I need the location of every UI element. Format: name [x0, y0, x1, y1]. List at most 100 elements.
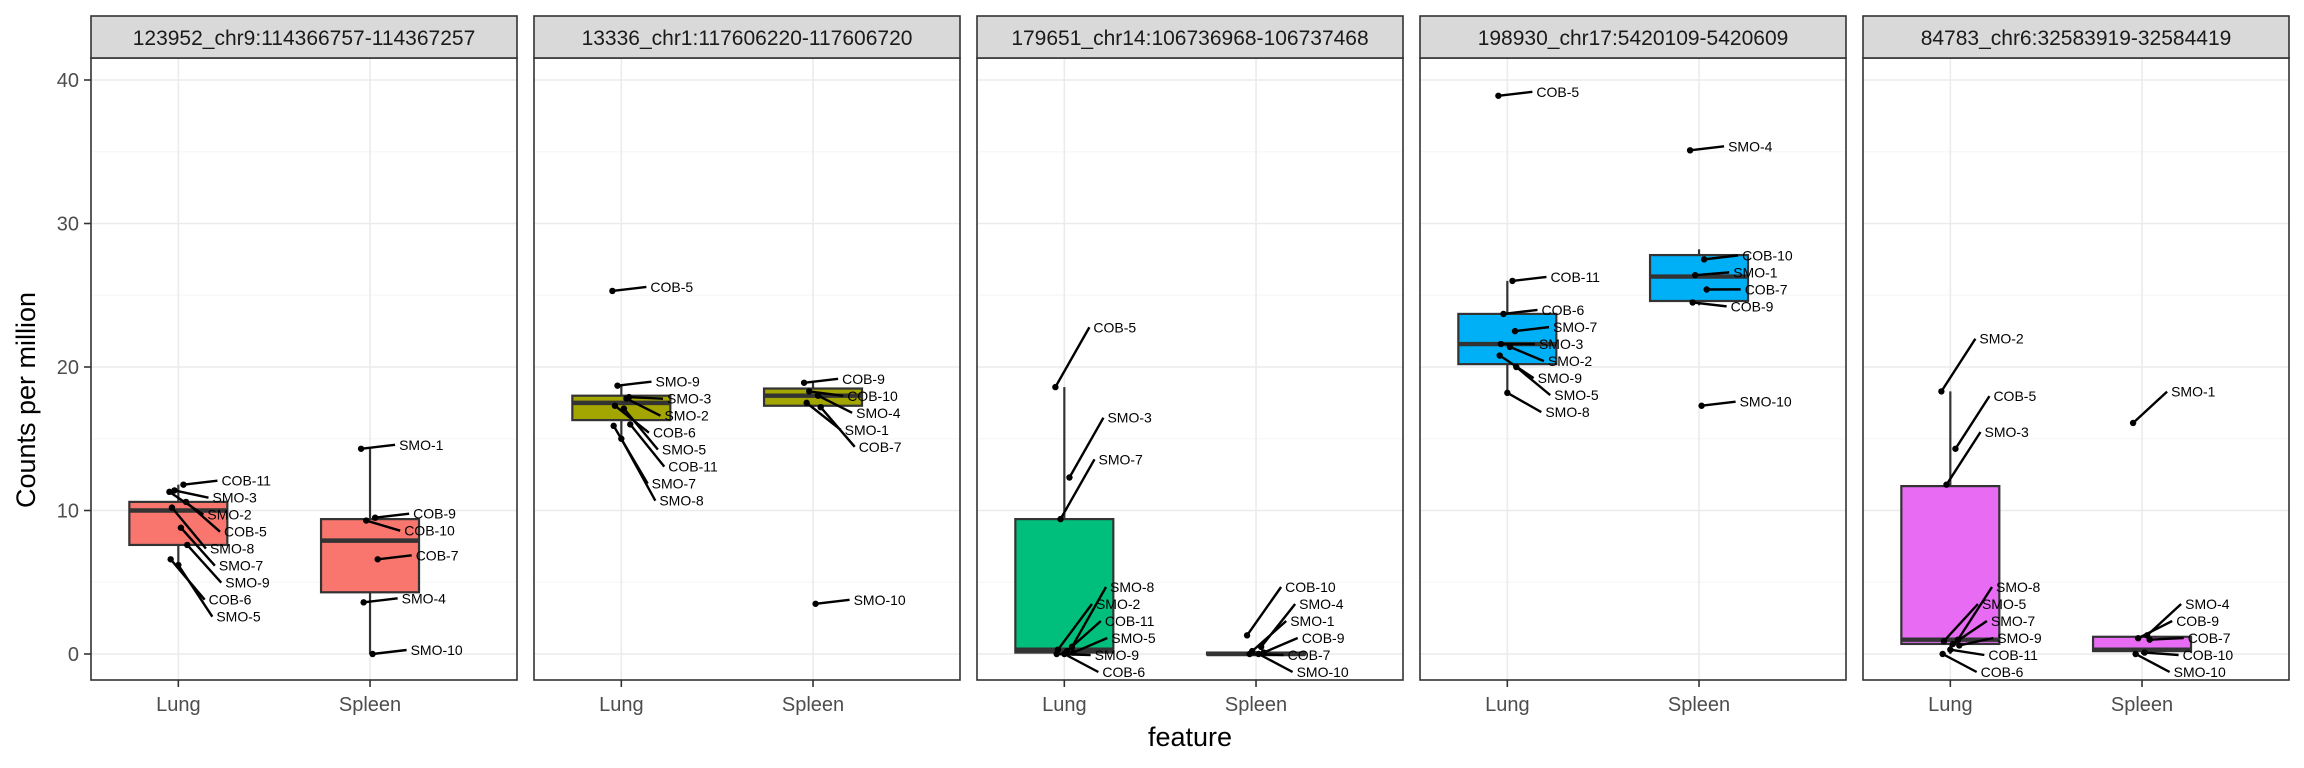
point-label: COB-6	[209, 592, 252, 608]
point-label: SMO-9	[1095, 647, 1140, 663]
point-label-segment	[177, 564, 214, 618]
y-tick-label: 40	[57, 70, 79, 92]
data-point	[1500, 310, 1507, 318]
point-label: SMO-5	[1111, 630, 1156, 646]
point-label: SMO-2	[207, 507, 252, 523]
point-label: COB-6	[653, 425, 696, 441]
point-label: SMO-7	[219, 558, 264, 574]
point-label-segment	[179, 526, 216, 567]
point-label: SMO-4	[402, 590, 447, 606]
panel-title: 198930_chr17:5420109-5420609	[1478, 27, 1789, 50]
point-label: COB-5	[650, 279, 693, 295]
point-label: SMO-1	[2171, 384, 2216, 400]
point-label-segment	[628, 395, 664, 400]
point-label-segment	[1258, 652, 1294, 674]
point-label: SMO-1	[845, 422, 890, 438]
panel: COB-5SMO-2SMO-9SMO-3COB-6SMO-5COB-11SMO-…	[533, 15, 961, 716]
point-label-segment	[622, 407, 659, 451]
data-point	[1943, 481, 1950, 488]
data-point	[1956, 642, 1963, 649]
data-point	[182, 498, 190, 506]
data-point	[1066, 474, 1073, 481]
point-label-segment	[377, 554, 412, 561]
data-point	[1703, 286, 1710, 293]
data-point	[812, 600, 819, 607]
box-body	[571, 394, 672, 422]
data-point	[610, 422, 617, 430]
data-point	[1057, 515, 1064, 523]
point-label: COB-5	[1536, 84, 1579, 100]
point-label-segment	[2144, 651, 2179, 657]
point-label: SMO-4	[1728, 138, 1773, 154]
panel: COB-5COB-11COB-6SMO-7SMO-3SMO-2SMO-5SMO-…	[1419, 15, 1847, 716]
point-label: SMO-2	[1096, 596, 1141, 612]
point-label-segment	[1246, 586, 1283, 637]
x-tick-label: Lung	[599, 694, 644, 716]
data-point	[374, 556, 381, 563]
point-label-segment	[1950, 648, 1985, 657]
point-label: SMO-8	[1545, 404, 1590, 420]
point-label: SMO-7	[1553, 319, 1598, 335]
point-label: SMO-1	[1290, 613, 1335, 629]
point-label-segment	[1956, 586, 1994, 641]
point-label: COB-11	[668, 459, 718, 475]
y-axis-title: Counts per million	[11, 292, 41, 508]
data-point	[362, 517, 370, 524]
point-label: SMO-1	[399, 437, 444, 453]
data-point	[1497, 340, 1505, 348]
data-point	[2134, 635, 2142, 642]
point-label: SMO-10	[411, 642, 463, 658]
data-point	[166, 488, 173, 496]
data-point	[1698, 402, 1705, 409]
x-tick-label: Spleen	[1225, 694, 1287, 716]
data-point	[817, 403, 824, 411]
point-label-segment	[1072, 636, 1108, 654]
point-label: COB-9	[1731, 298, 1774, 314]
box-body	[1014, 518, 1115, 654]
data-point	[1061, 650, 1068, 658]
y-tick-label: 20	[57, 357, 79, 379]
point-label-segment	[1943, 603, 1979, 642]
data-point	[1052, 383, 1059, 391]
point-label-segment	[625, 397, 661, 417]
point-label: SMO-5	[662, 442, 707, 458]
point-label: COB-11	[1988, 647, 2038, 663]
data-point	[2129, 419, 2137, 427]
panel: COB-5SMO-3SMO-7SMO-8SMO-2COB-11SMO-5SMO-…	[976, 15, 1404, 716]
data-point	[168, 504, 176, 511]
point-label-segment	[1689, 145, 1725, 152]
panel-strip	[1862, 15, 2290, 59]
panel-strip	[90, 15, 518, 59]
point-label-segment	[174, 489, 209, 499]
panel-strip	[1419, 15, 1847, 59]
data-point	[1509, 277, 1516, 285]
data-point	[1952, 445, 1959, 452]
point-label: SMO-9	[225, 575, 270, 591]
x-tick-label: Spleen	[782, 694, 844, 716]
data-point	[1940, 637, 1948, 645]
data-point	[1243, 632, 1251, 639]
point-label-segment	[183, 479, 218, 486]
point-label-segment	[1514, 325, 1550, 333]
x-tick-label: Lung	[156, 694, 201, 716]
point-label: COB-5	[224, 524, 267, 540]
point-label-segment	[629, 423, 666, 468]
point-label-segment	[1692, 301, 1727, 308]
point-label-segment	[1506, 391, 1542, 414]
point-label: SMO-5	[1554, 387, 1599, 403]
data-point	[371, 514, 379, 521]
point-label-segment	[186, 544, 223, 584]
point-label-segment	[1945, 431, 1982, 486]
data-point	[1506, 343, 1514, 351]
point-label: COB-11	[1550, 269, 1600, 285]
point-label-segment	[185, 500, 221, 533]
point-label-segment	[1054, 326, 1091, 388]
panel: SMO-2COB-11SMO-3COB-5SMO-8SMO-7SMO-9COB-…	[90, 15, 518, 716]
point-label-segment	[803, 377, 839, 384]
point-label-segment	[1059, 458, 1096, 520]
point-label: SMO-8	[1996, 579, 2041, 595]
data-point	[814, 392, 822, 399]
point-label-segment	[360, 443, 396, 450]
